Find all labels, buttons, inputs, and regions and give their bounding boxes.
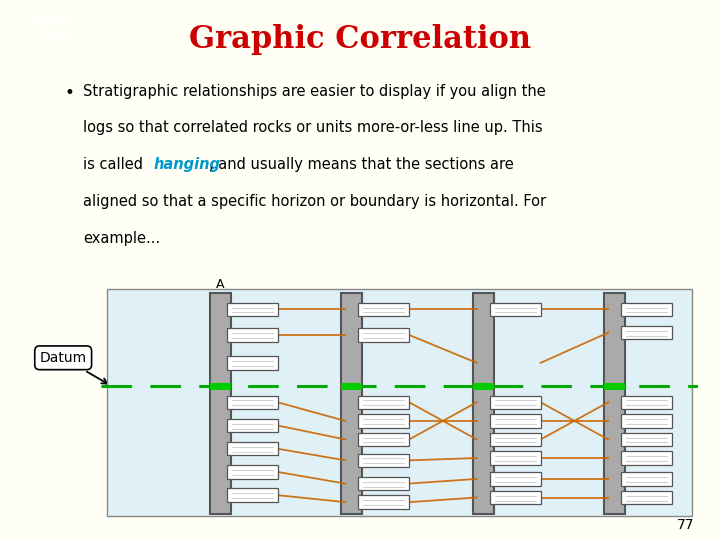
FancyBboxPatch shape (490, 491, 541, 504)
FancyBboxPatch shape (359, 495, 409, 509)
FancyBboxPatch shape (621, 472, 672, 485)
Text: Datum: Datum (40, 351, 107, 384)
Text: Graphic Correlation: Graphic Correlation (189, 24, 531, 55)
Text: , and usually means that the sections are: , and usually means that the sections ar… (209, 157, 513, 172)
FancyBboxPatch shape (227, 465, 278, 478)
FancyBboxPatch shape (227, 328, 278, 342)
FancyBboxPatch shape (359, 414, 409, 428)
FancyBboxPatch shape (359, 303, 409, 316)
FancyBboxPatch shape (621, 326, 672, 339)
FancyBboxPatch shape (490, 303, 541, 316)
Bar (604, 293, 625, 514)
FancyBboxPatch shape (490, 414, 541, 428)
FancyBboxPatch shape (227, 396, 278, 409)
FancyBboxPatch shape (621, 451, 672, 465)
FancyBboxPatch shape (621, 396, 672, 409)
FancyBboxPatch shape (227, 356, 278, 369)
Bar (341, 382, 362, 389)
Text: logs so that correlated rocks or units more-or-less line up. This: logs so that correlated rocks or units m… (83, 120, 542, 136)
Bar (473, 382, 494, 389)
FancyBboxPatch shape (359, 433, 409, 446)
Text: •: • (65, 84, 75, 102)
Text: aligned so that a specific horizon or boundary is horizontal. For: aligned so that a specific horizon or bo… (83, 194, 546, 209)
Text: UNIVERSITY: UNIVERSITY (38, 51, 70, 56)
FancyBboxPatch shape (359, 454, 409, 467)
Text: Stratigraphic relationships are easier to display if you align the: Stratigraphic relationships are easier t… (83, 84, 546, 99)
Text: A: A (216, 278, 225, 291)
Bar (341, 293, 362, 514)
Bar (604, 382, 625, 389)
FancyBboxPatch shape (359, 328, 409, 342)
FancyBboxPatch shape (621, 303, 672, 316)
Text: example...: example... (83, 231, 160, 246)
Bar (210, 293, 231, 514)
FancyBboxPatch shape (490, 396, 541, 409)
FancyBboxPatch shape (227, 419, 278, 432)
FancyBboxPatch shape (227, 489, 278, 502)
FancyBboxPatch shape (490, 472, 541, 485)
Text: HERIOT: HERIOT (34, 18, 74, 28)
FancyBboxPatch shape (107, 288, 693, 516)
FancyBboxPatch shape (621, 433, 672, 446)
Bar (210, 382, 231, 389)
FancyBboxPatch shape (621, 491, 672, 504)
FancyBboxPatch shape (621, 414, 672, 428)
Text: hanging: hanging (153, 157, 220, 172)
FancyBboxPatch shape (490, 433, 541, 446)
Text: WATT: WATT (39, 33, 69, 43)
FancyBboxPatch shape (227, 303, 278, 316)
Text: is called: is called (83, 157, 148, 172)
Bar (473, 293, 494, 514)
FancyBboxPatch shape (227, 442, 278, 455)
FancyBboxPatch shape (490, 451, 541, 465)
Text: 77: 77 (678, 518, 695, 532)
FancyBboxPatch shape (359, 396, 409, 409)
FancyBboxPatch shape (359, 477, 409, 490)
